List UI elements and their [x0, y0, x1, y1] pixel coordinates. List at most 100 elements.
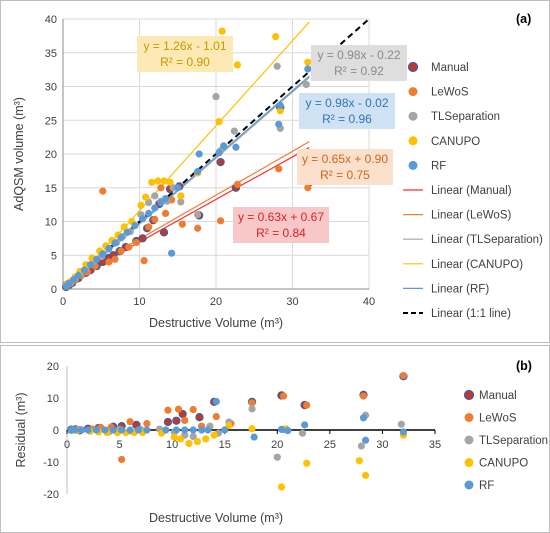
x-axis-title: Destructive Volume (m³) — [149, 511, 283, 525]
point-canupo — [202, 435, 210, 443]
point-lewos — [194, 224, 202, 232]
point-lewos — [132, 238, 141, 247]
point-lewos — [178, 220, 186, 228]
point-lewos — [174, 405, 183, 413]
y-tick-label: 40 — [45, 14, 57, 26]
legend-marker-manual — [463, 389, 475, 401]
point-lewos — [233, 180, 242, 188]
point-lewos — [125, 243, 133, 251]
point-rf — [105, 244, 113, 253]
point-canupo — [355, 457, 363, 465]
point-canupo — [142, 193, 150, 201]
legend-label-manual: Manual — [479, 390, 517, 402]
point-manual — [163, 417, 173, 427]
point-lewos — [126, 418, 134, 426]
point-canupo — [272, 32, 280, 41]
point-lewos — [189, 405, 197, 414]
point-lewos — [399, 372, 408, 380]
x-tick-label: 5 — [117, 439, 123, 451]
panel-b-residual-chart: 0 5 10 15 20 25 30 35 -20 -10 0 10 20 Destructive Vol… — [0, 345, 550, 533]
x-tick-label: 35 — [429, 439, 441, 451]
point-rf — [78, 426, 86, 434]
point-canupo — [233, 61, 242, 69]
legend-marker-rf — [464, 480, 474, 490]
legend-marker-tlseparation — [408, 111, 418, 121]
legend-marker-tlseparation — [464, 435, 474, 445]
equation-text-linear-canupo: y = 1.26x - 1.01 — [143, 39, 226, 53]
point-canupo — [148, 178, 156, 186]
point-canupo — [176, 435, 185, 443]
point-lewos — [212, 412, 220, 421]
y-tick-label: 10 — [45, 217, 57, 229]
legend-label-rf: RF — [431, 160, 446, 172]
chart-a-svg: 0 5 10 15 20 25 30 35 40 0 10 20 30 40 Destructive Vol… — [12, 12, 543, 330]
y-tick-label: 25 — [45, 115, 57, 127]
y-tick-label: 0 — [53, 425, 59, 437]
point-lewos — [161, 209, 170, 217]
equation-box-linear-manual — [233, 207, 329, 243]
point-lewos — [275, 165, 283, 173]
point-tlseparation — [302, 80, 310, 89]
legend-label-tlseparation: TLSeparation — [431, 111, 500, 123]
point-lewos — [105, 258, 113, 266]
chart-b-svg: 0 5 10 15 20 25 30 35 -20 -10 0 10 20 Destructive Vol… — [14, 359, 548, 525]
point-canupo — [166, 178, 174, 186]
legend-marker-lewos — [408, 87, 418, 97]
point-tlseparation — [189, 432, 197, 440]
legend-label-linear-manual: Linear (Manual) — [431, 185, 512, 197]
legend-marker-lewos — [464, 413, 474, 422]
point-rf — [118, 426, 126, 434]
point-tlseparation — [177, 198, 185, 206]
y-tick-label: 10 — [47, 393, 59, 405]
point-rf — [232, 143, 240, 151]
equation-text-linear-rf: y = 0.98x - 0.02 — [305, 96, 388, 110]
legend-label-lewos: LeWoS — [479, 413, 517, 425]
point-rf — [197, 426, 206, 434]
equation-text-linear-tlseparation: y = 0.98x - 0.22 — [317, 48, 400, 62]
point-rf — [92, 426, 101, 434]
point-rf — [74, 271, 82, 280]
point-canupo — [177, 192, 185, 200]
point-manual — [172, 416, 181, 425]
point-rf — [215, 149, 223, 157]
panel-label: (a) — [516, 12, 531, 26]
equation-box-linear-canupo — [137, 36, 233, 72]
point-rf — [362, 436, 370, 444]
point-rf — [117, 234, 125, 242]
point-lewos — [111, 255, 119, 263]
point-rf — [301, 421, 309, 429]
x-tick-label: 25 — [324, 439, 336, 451]
point-rf — [194, 167, 202, 176]
point-manual — [195, 413, 204, 422]
point-tlseparation — [397, 420, 405, 428]
point-tlseparation — [194, 211, 202, 219]
equation-text-linear-manual: y = 0.63x + 0.67 — [238, 210, 324, 224]
point-lewos — [164, 406, 172, 414]
point-rf — [221, 426, 229, 434]
x-axis-title: Destructive Volume (m³) — [149, 316, 283, 330]
point-manual — [216, 157, 225, 167]
point-rf — [275, 120, 283, 128]
point-rf — [143, 426, 151, 434]
point-canupo — [225, 421, 233, 430]
point-lewos — [145, 223, 153, 231]
y-tick-label: 0 — [51, 284, 57, 296]
point-tlseparation — [273, 453, 281, 461]
point-rf — [80, 266, 89, 274]
point-lewos — [304, 184, 312, 192]
point-lewos — [151, 215, 159, 224]
point-rf — [212, 397, 220, 406]
point-rf — [111, 239, 119, 247]
x-tick-label: 30 — [376, 439, 388, 451]
point-rf — [86, 261, 95, 269]
legend-label-lewos: LeWoS — [431, 87, 469, 99]
point-canupo — [185, 439, 193, 448]
legend-label-rf: RF — [479, 480, 494, 492]
point-canupo — [304, 58, 312, 66]
point-lewos — [157, 184, 165, 192]
r2-text-linear-manual: R² = 0.84 — [256, 226, 306, 240]
point-lewos — [181, 416, 189, 424]
point-rf — [123, 228, 131, 236]
point-lewos — [118, 455, 126, 464]
equation-box-linear-rf — [299, 93, 395, 129]
